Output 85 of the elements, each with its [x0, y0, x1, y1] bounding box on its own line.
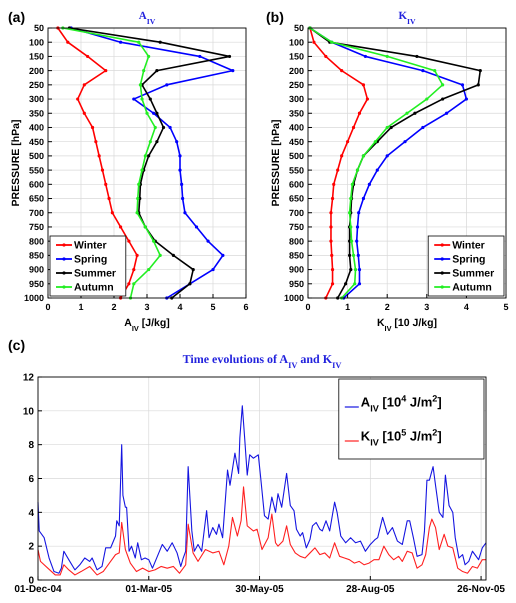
- x-tick-label: 6: [243, 302, 249, 312]
- x-tick-label: 01-Mar-05: [125, 584, 173, 595]
- x-tick-label: 28-Aug-05: [346, 584, 395, 595]
- y-axis-title: PRESSURE [hPa]: [270, 120, 282, 206]
- y-tick-label: 400: [28, 122, 44, 133]
- x-tick-label: 3: [144, 302, 150, 312]
- y-tick-label: 200: [28, 66, 44, 76]
- chart-title: K$_{IV}$: [398, 10, 416, 26]
- x-tick-label: 4: [464, 302, 469, 312]
- y-tick-label: 650: [288, 194, 304, 204]
- y-tick-label: 10: [22, 406, 34, 418]
- y-tick-label: 0: [28, 576, 34, 586]
- y-tick-label: 6: [28, 474, 34, 485]
- y-tick-label: 250: [28, 80, 44, 90]
- x-tick-label: 01-Dec-04: [14, 584, 62, 595]
- legend-label: Winter: [452, 240, 485, 252]
- legend-label: Autumn: [74, 282, 114, 294]
- y-tick-label: 4: [28, 508, 34, 519]
- legend-label: Spring: [452, 254, 486, 266]
- legend-label: Spring: [74, 254, 108, 266]
- x-tick-label: 1: [78, 302, 84, 312]
- y-tick-label: 400: [288, 122, 304, 133]
- y-tick-label: 300: [288, 94, 304, 104]
- y-tick-label: 600: [288, 179, 304, 190]
- legend-label: Autumn: [452, 282, 492, 294]
- x-tick-label: 26-Nov-05: [457, 584, 506, 595]
- y-tick-label: 8: [28, 440, 34, 452]
- y-tick-label: 900: [28, 264, 44, 275]
- y-tick-label: 550: [28, 165, 44, 176]
- y-tick-label: 950: [288, 278, 304, 289]
- y-tick-label: 1000: [24, 293, 44, 304]
- y-tick-label: 850: [28, 250, 44, 261]
- y-tick-label: 50: [34, 23, 44, 34]
- y-tick-label: 750: [28, 222, 44, 232]
- y-tick-label: 800: [288, 236, 304, 246]
- x-tick-label: 4: [177, 302, 183, 312]
- y-tick-label: 500: [28, 151, 44, 162]
- y-tick-label: 350: [28, 108, 44, 118]
- y-axis-title: PRESSURE [hPa]: [10, 120, 22, 206]
- legend-label: Summer: [74, 268, 116, 280]
- x-tick-label: 0: [45, 302, 51, 312]
- x-tick-label: 30-May-05: [235, 584, 284, 595]
- y-tick-label: 700: [288, 208, 304, 218]
- chart-title: A$_{IV}$: [138, 10, 156, 26]
- text: (b): [266, 9, 284, 25]
- y-tick-label: 600: [28, 179, 44, 190]
- y-tick-label: 750: [288, 222, 304, 232]
- y-tick-label: 850: [288, 250, 304, 261]
- y-tick-label: 100: [28, 37, 44, 48]
- y-tick-label: 150: [288, 52, 304, 62]
- y-tick-label: 100: [288, 37, 304, 48]
- text: (a): [8, 9, 26, 25]
- x-tick-label: 3: [424, 302, 430, 312]
- legend-label: A$_{IV}$ [10$^{4}$ J/m$^{2}$]: [360, 394, 442, 414]
- y-tick-label: 800: [28, 236, 44, 246]
- x-axis-title: K$_{IV}$ [10 J/kg]: [376, 317, 438, 332]
- x-tick-label: 1: [345, 302, 350, 312]
- x-tick-label: 2: [111, 302, 117, 312]
- y-tick-label: 900: [288, 264, 304, 275]
- y-tick-label: 1000: [284, 293, 304, 304]
- x-tick-label: 2: [384, 302, 390, 312]
- legend-label: K$_{IV}$ [10$^{5}$ J/m$^{2}$]: [360, 428, 442, 448]
- x-tick-label: 0: [305, 302, 311, 312]
- y-tick-label: 250: [288, 80, 304, 90]
- y-tick-label: 550: [288, 165, 304, 176]
- x-axis-title: A$_{IV}$ [J/kg]: [124, 317, 170, 332]
- y-tick-label: 450: [28, 136, 44, 147]
- x-tick-label: 5: [503, 302, 509, 312]
- y-tick-label: 450: [288, 136, 304, 147]
- chart-title: Time evolutions of A$_{IV}$ and K$_{IV}$: [182, 352, 342, 370]
- y-tick-label: 700: [28, 208, 44, 218]
- text: (c): [8, 337, 26, 353]
- x-tick-label: 5: [210, 302, 216, 312]
- y-tick-label: 350: [288, 108, 304, 118]
- y-tick-label: 12: [22, 372, 34, 384]
- y-tick-label: 950: [28, 278, 44, 289]
- legend-label: Winter: [74, 240, 107, 252]
- y-tick-label: 300: [28, 94, 44, 104]
- y-tick-label: 150: [28, 52, 44, 62]
- y-tick-label: 650: [28, 194, 44, 204]
- y-tick-label: 200: [288, 66, 304, 76]
- y-tick-label: 2: [28, 542, 34, 553]
- y-tick-label: 500: [288, 151, 304, 162]
- legend-label: Summer: [452, 268, 494, 280]
- y-tick-label: 50: [294, 23, 304, 34]
